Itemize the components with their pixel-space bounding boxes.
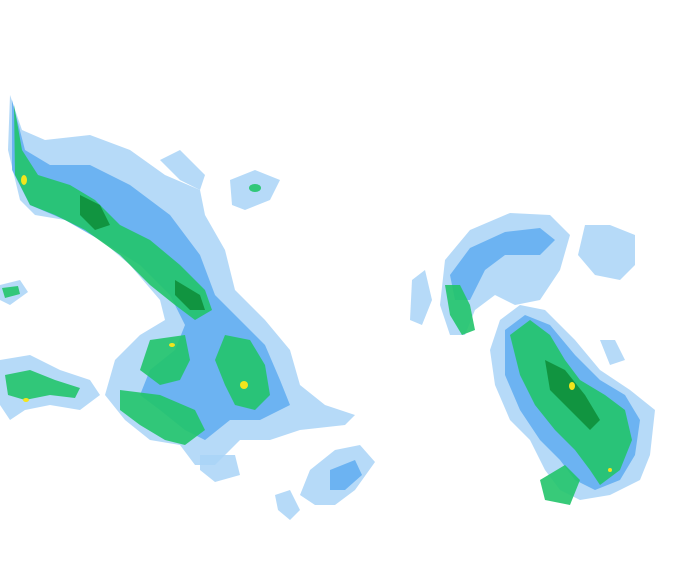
precip-moderate-area bbox=[140, 335, 190, 385]
precip-light-area bbox=[160, 150, 205, 190]
precip-moderate-area bbox=[445, 285, 475, 335]
precip-west-cluster bbox=[0, 280, 100, 420]
precip-moderate-area bbox=[215, 335, 270, 410]
precip-west-band bbox=[8, 95, 355, 465]
precip-moderate-heavy-area bbox=[545, 360, 600, 430]
precip-light-area bbox=[578, 225, 635, 280]
precip-moderate-area bbox=[14, 105, 212, 320]
precip-moderate-area bbox=[2, 286, 20, 298]
precip-light-area bbox=[410, 270, 432, 325]
precip-light-area bbox=[600, 340, 625, 365]
precip-moderate-area bbox=[5, 370, 80, 400]
precip-heavy-cell bbox=[608, 468, 612, 472]
precip-heavy-cell bbox=[240, 381, 248, 389]
precip-light-area bbox=[275, 490, 300, 520]
precip-moderate-heavy-area bbox=[175, 280, 205, 310]
precip-east-system bbox=[410, 213, 655, 505]
precip-heavy-cell bbox=[23, 398, 29, 402]
precip-moderate-area bbox=[120, 390, 205, 445]
precip-heavy-cell bbox=[169, 343, 175, 347]
precip-light-moderate-area bbox=[450, 228, 555, 300]
precip-light-moderate-area bbox=[330, 460, 362, 490]
precip-heavy-cell bbox=[21, 175, 27, 185]
precip-heavy-cell bbox=[569, 382, 575, 390]
precip-moderate-heavy-area bbox=[80, 195, 110, 230]
precip-moderate-area bbox=[540, 465, 580, 505]
precip-light-area bbox=[200, 455, 240, 482]
precip-south-cluster bbox=[200, 445, 375, 520]
precip-moderate-cell bbox=[249, 184, 261, 192]
